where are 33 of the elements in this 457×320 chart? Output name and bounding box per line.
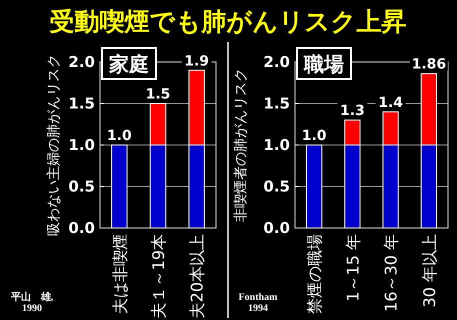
total-label: 1.0 <box>106 128 132 144</box>
total-label: 1.3 <box>340 103 365 120</box>
total-label: 1.9 <box>184 53 210 70</box>
y-tick-label: 2.0 <box>263 53 290 71</box>
x-tick-label: 禁煙の職場 <box>305 234 324 314</box>
y-axis-title: 非喫煙者の肺がんリスク <box>233 68 249 222</box>
total-label: 1.5 <box>146 86 170 102</box>
bar <box>306 144 322 228</box>
y-tick-label: 0.5 <box>68 178 95 196</box>
y-tick-label: 1.0 <box>263 136 290 154</box>
chart-title: 受動喫煙でも肺がんリスク上昇 <box>50 7 406 36</box>
total-label: 1.0 <box>302 128 327 144</box>
y-tick-label: 0.5 <box>263 178 290 196</box>
x-tick-label: 1～15 年 <box>343 234 362 302</box>
y-axis-title: 吸わない主婦の肺がんリスク <box>46 54 62 236</box>
chart-subtitle: 職場 <box>303 52 344 76</box>
y-tick-label: 1.5 <box>263 94 290 112</box>
y-tick-label: 0.0 <box>263 219 290 237</box>
y-tick-label: 1.0 <box>68 136 95 154</box>
y-tick-label: 2.0 <box>68 53 95 71</box>
x-tick-label: 夫１～19本 <box>149 234 168 318</box>
bar <box>111 144 128 228</box>
text: Fontham 1994 <box>238 292 278 314</box>
y-tick-label: 1.5 <box>68 94 95 112</box>
text: 平山 雄, 1990 <box>10 291 54 314</box>
chart-subtitle: 家庭 <box>108 52 149 76</box>
total-label: 1.86 <box>412 56 446 73</box>
x-tick-label: 30 年以上 <box>420 234 439 308</box>
y-tick-label: 0.0 <box>68 219 95 237</box>
total-label: 1.4 <box>378 94 404 111</box>
x-tick-label: 夫20本以上 <box>188 234 207 318</box>
x-tick-label: 16～30 年 <box>382 234 401 312</box>
x-tick-label: 夫は非喫煙 <box>110 234 130 314</box>
